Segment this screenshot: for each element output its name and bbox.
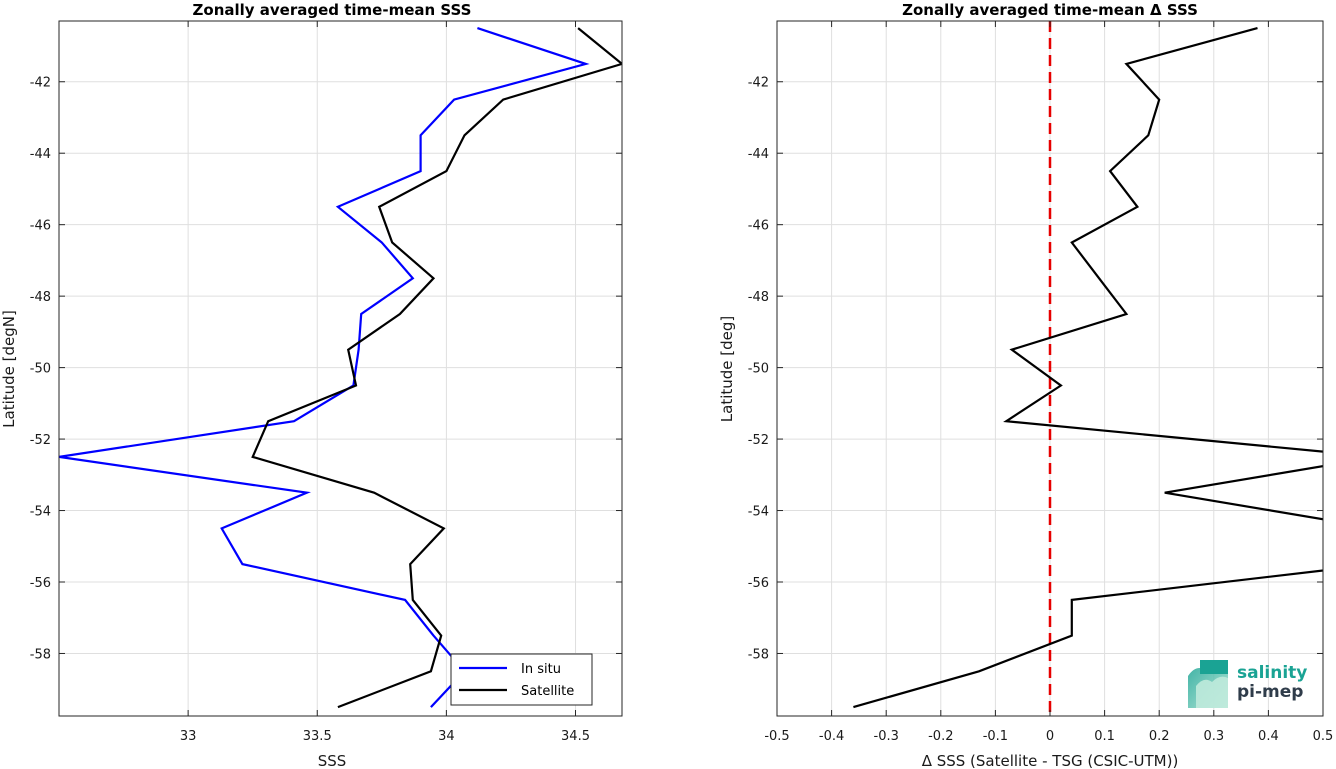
y-tick-label: -46 [748, 219, 769, 234]
x-tick-label: 0.3 [1203, 729, 1224, 744]
series-line-in-situ [59, 27, 590, 708]
right-ticks: -0.5 -0.4 -0.3 -0.2 -0.1 0 0.1 0.2 0.3 0.4 0.5 -42 -… [748, 21, 1334, 744]
left-series-group [59, 27, 622, 709]
right-chart: Zonally averaged time-mean Δ SSS -0.5 -0.… [718, 1, 1334, 769]
y-tick-label: -54 [30, 505, 51, 520]
y-tick-label: -58 [748, 647, 769, 662]
x-tick-label: -0.3 [874, 729, 899, 744]
y-tick-label: -52 [30, 433, 51, 448]
left-axes-box [58, 20, 623, 717]
x-tick-label: 34.5 [561, 729, 590, 744]
legend-label-in-situ: In situ [521, 662, 561, 677]
logo-text-salinity: salinity [1237, 663, 1307, 683]
y-tick-label: -56 [748, 576, 769, 591]
right-y-axis-label: Latitude [deg] [718, 316, 736, 422]
logo-text-pi-mep: pi-mep [1237, 682, 1303, 702]
left-chart: Zonally averaged time-mean SSS 33 33.5 34 3… [0, 1, 623, 769]
x-tick-label: 33 [180, 729, 197, 744]
x-tick-label: 0.1 [1094, 729, 1115, 744]
wave-logo-icon [1188, 660, 1228, 708]
x-tick-label: 0 [1046, 729, 1054, 744]
x-tick-label: -0.5 [764, 729, 789, 744]
x-tick-label: -0.1 [983, 729, 1008, 744]
x-tick-label: 0.4 [1258, 729, 1279, 744]
y-tick-label: -50 [748, 362, 769, 377]
left-x-axis-label: SSS [318, 752, 347, 769]
y-tick-label: -44 [30, 147, 51, 162]
x-tick-label: 0.2 [1149, 729, 1170, 744]
right-x-axis-label: Δ SSS (Satellite - TSG (CSIC-UTM)) [922, 752, 1179, 769]
x-tick-label: 0.5 [1313, 729, 1334, 744]
x-tick-label: 33.5 [303, 729, 332, 744]
legend-box [450, 653, 593, 706]
legend: In situ Satellite [450, 653, 593, 706]
legend-label-satellite: Satellite [521, 684, 574, 699]
y-tick-label: -48 [30, 290, 51, 305]
y-tick-label: -46 [30, 219, 51, 234]
x-tick-label: 34 [438, 729, 455, 744]
y-tick-label: -42 [748, 76, 769, 91]
left-grid [59, 21, 622, 716]
right-chart-title: Zonally averaged time-mean Δ SSS [902, 1, 1198, 19]
right-series-group [853, 21, 1323, 716]
y-tick-label: -50 [30, 362, 51, 377]
salinity-pi-mep-logo: salinity pi-mep [1188, 660, 1307, 708]
left-chart-title: Zonally averaged time-mean SSS [193, 1, 472, 19]
y-tick-label: -56 [30, 576, 51, 591]
series-line-satellite [251, 27, 622, 709]
y-tick-label: -44 [748, 147, 769, 162]
x-tick-label: -0.2 [928, 729, 953, 744]
series-line-delta [853, 27, 1323, 709]
x-tick-label: -0.4 [819, 729, 844, 744]
left-ticks: 33 33.5 34 34.5 -42 -44 -46 -48 -50 -52 -54 -56 -58 [30, 21, 622, 744]
y-tick-label: -54 [748, 505, 769, 520]
y-tick-label: -52 [748, 433, 769, 448]
y-tick-label: -58 [30, 647, 51, 662]
y-tick-label: -48 [748, 290, 769, 305]
left-y-axis-label: Latitude [degN] [0, 310, 18, 428]
y-tick-label: -42 [30, 76, 51, 91]
